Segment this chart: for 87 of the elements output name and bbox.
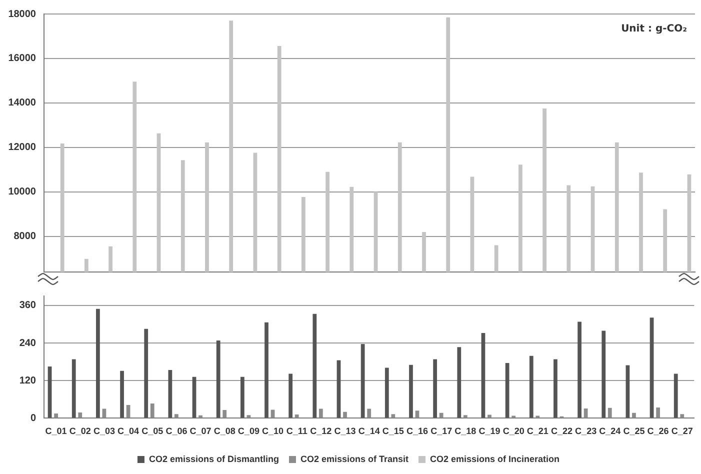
x-tick-label: C_24: [599, 426, 621, 436]
y-tick-label: 0: [30, 412, 36, 424]
bar: [294, 414, 299, 418]
x-tick-label: C_06: [166, 426, 188, 436]
x-tick-label: C_11: [286, 426, 308, 436]
y-tick-label: 18000: [8, 8, 36, 20]
x-tick-label: C_23: [575, 426, 597, 436]
bar: [656, 408, 660, 418]
bar: [360, 344, 365, 418]
legend-label: CO2 emissions of Transit: [300, 454, 409, 464]
bar: [632, 412, 636, 418]
bar: [384, 368, 389, 418]
y-tick-label: 10000: [8, 186, 36, 198]
bar: [505, 363, 510, 418]
bar: [240, 376, 244, 418]
x-tick-label: C_03: [93, 426, 115, 436]
bar: [222, 410, 227, 418]
bar: [318, 408, 323, 418]
bar: [457, 347, 462, 418]
x-tick-label: C_25: [623, 426, 645, 436]
x-tick-label: C_01: [45, 426, 67, 436]
bar: [391, 414, 396, 418]
x-tick-label: C_10: [262, 426, 284, 436]
bar: [584, 408, 588, 418]
x-tick-label: C_05: [142, 426, 164, 436]
bar: [48, 366, 52, 418]
bar: [150, 403, 154, 418]
x-tick-label: C_21: [526, 426, 548, 436]
bar: [602, 330, 606, 418]
x-tick-label: C_02: [69, 426, 91, 436]
bar: [650, 318, 654, 418]
x-tick-label: C_09: [238, 426, 260, 436]
y-tick-label: 240: [19, 338, 36, 349]
bar: [78, 412, 82, 418]
bar: [578, 322, 582, 418]
bar: [554, 359, 558, 418]
bar: [674, 374, 678, 418]
x-tick-label: C_14: [358, 426, 380, 436]
bar: [96, 308, 100, 418]
bar: [433, 359, 438, 418]
annotation: Unit : g-CO₂: [621, 24, 687, 35]
y-tick-label: 360: [19, 300, 36, 312]
bar: [409, 364, 413, 418]
bar: [54, 414, 58, 418]
bar: [174, 414, 178, 418]
bar: [481, 332, 486, 418]
legend-label: CO2 emissions of Incineration: [430, 454, 560, 464]
y-tick-label: 16000: [8, 53, 36, 64]
y-tick-label: 14000: [8, 98, 36, 109]
x-tick-label: C_08: [214, 426, 236, 436]
x-tick-label: C_18: [454, 426, 476, 436]
bar: [270, 410, 275, 418]
bar: [312, 314, 317, 418]
bar: [463, 415, 468, 418]
bar: [439, 412, 444, 418]
x-tick-label: C_07: [190, 426, 212, 436]
bar: [415, 410, 420, 418]
x-tick-label: C_15: [382, 426, 404, 436]
bar: [336, 360, 341, 418]
bar: [144, 328, 148, 418]
x-tick-label: C_12: [310, 426, 332, 436]
x-tick-label: C_20: [502, 426, 524, 436]
bar: [367, 408, 372, 418]
bar: [529, 356, 534, 418]
y-tick-label: 12000: [8, 142, 36, 154]
bar: [168, 370, 172, 418]
bar: [72, 359, 76, 418]
x-tick-label: C_17: [430, 426, 452, 436]
x-tick-label: C_26: [647, 426, 669, 436]
bar: [120, 370, 124, 418]
y-tick-label: 8000: [14, 231, 36, 242]
bar: [288, 374, 293, 418]
x-tick-label: C_19: [478, 426, 500, 436]
bar: [680, 414, 684, 418]
x-tick-label: C_04: [118, 426, 140, 436]
bar: [626, 365, 630, 418]
x-tick-label: C_22: [550, 426, 572, 436]
bar: [608, 408, 612, 418]
x-tick-label: C_27: [671, 426, 693, 436]
bar: [246, 415, 251, 418]
legend-label: CO2 emissions of Dismantling: [148, 454, 279, 464]
bar: [343, 412, 347, 418]
x-tick-label: C_16: [406, 426, 428, 436]
bar: [216, 340, 220, 418]
bar: [264, 322, 268, 418]
y-tick-label: 120: [19, 375, 36, 386]
x-tick-label: C_13: [334, 426, 356, 436]
